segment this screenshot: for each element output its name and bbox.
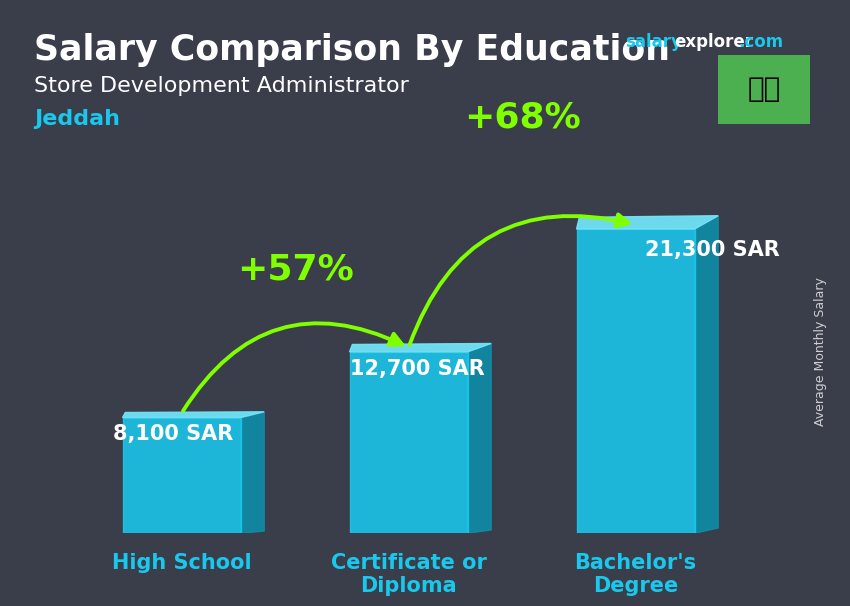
Text: +57%: +57% [236, 252, 354, 286]
Polygon shape [694, 216, 718, 533]
Text: Average Monthly Salary: Average Monthly Salary [813, 277, 827, 426]
Bar [122, 418, 241, 533]
Text: salary: salary [625, 33, 682, 52]
Polygon shape [349, 344, 491, 352]
Text: 8,100 SAR: 8,100 SAR [113, 424, 234, 444]
Text: Store Development Administrator: Store Development Administrator [34, 76, 409, 96]
Text: Jeddah: Jeddah [34, 109, 120, 129]
Text: 21,300 SAR: 21,300 SAR [644, 240, 779, 260]
Polygon shape [241, 412, 264, 533]
Text: 12,700 SAR: 12,700 SAR [349, 359, 484, 379]
Bar [576, 229, 694, 533]
Text: explorer: explorer [674, 33, 753, 52]
Polygon shape [468, 344, 491, 533]
Text: .com: .com [738, 33, 783, 52]
Text: 🇸🇦: 🇸🇦 [747, 75, 781, 104]
Text: +68%: +68% [464, 101, 581, 135]
Text: Salary Comparison By Education: Salary Comparison By Education [34, 33, 670, 67]
Bar [349, 352, 468, 533]
Polygon shape [122, 412, 264, 418]
Polygon shape [576, 216, 718, 229]
